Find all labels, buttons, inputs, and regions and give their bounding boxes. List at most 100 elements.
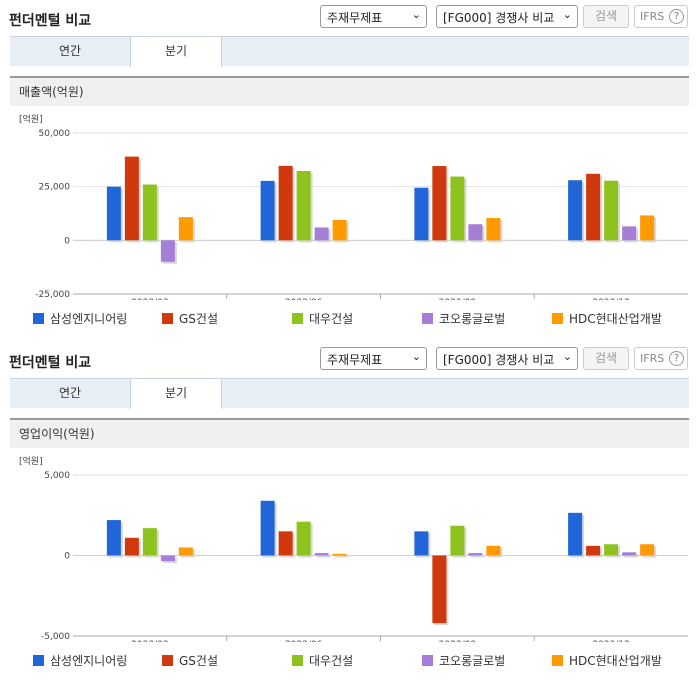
bar[interactable] bbox=[278, 165, 293, 241]
ifrs-label: IFRS bbox=[640, 10, 665, 23]
bar[interactable] bbox=[332, 553, 347, 556]
bar[interactable] bbox=[414, 187, 429, 241]
bar[interactable] bbox=[450, 176, 465, 241]
search-button[interactable]: 검색 bbox=[583, 5, 629, 28]
period-tabs: 연간 분기 bbox=[10, 36, 689, 67]
chevron-down-icon: ⌄ bbox=[411, 8, 421, 21]
bar[interactable] bbox=[486, 545, 501, 556]
legend-swatch bbox=[422, 655, 433, 666]
statement-type-select[interactable]: 주재무제표 ⌄ bbox=[320, 5, 427, 28]
panel-title: 펀더멘털 비교 bbox=[9, 13, 92, 29]
bar[interactable] bbox=[142, 528, 157, 556]
bar[interactable] bbox=[604, 180, 619, 241]
legend-label: 삼성엔지니어링 bbox=[50, 312, 128, 326]
bar[interactable] bbox=[586, 173, 601, 241]
bar[interactable] bbox=[142, 184, 157, 241]
legend-item[interactable]: 코오롱글로벌 bbox=[422, 310, 505, 327]
bar[interactable] bbox=[160, 240, 175, 262]
bar[interactable] bbox=[178, 217, 193, 241]
bar[interactable] bbox=[586, 545, 601, 556]
chart-legend: 삼성엔지니어링 GS건설 대우건설 코오롱글로벌 HDC현대산업개발 bbox=[33, 310, 683, 326]
bar[interactable] bbox=[296, 521, 311, 556]
legend-item[interactable]: 코오롱글로벌 bbox=[422, 652, 505, 669]
legend-label: HDC현대산업개발 bbox=[569, 312, 662, 326]
bar[interactable] bbox=[622, 552, 637, 556]
bar[interactable] bbox=[486, 218, 501, 241]
bar[interactable] bbox=[468, 224, 483, 241]
y-tick-label: 25,000 bbox=[39, 183, 71, 193]
tab-annual[interactable]: 연간 bbox=[58, 386, 82, 400]
legend-item[interactable]: GS건설 bbox=[162, 652, 218, 669]
bar[interactable] bbox=[432, 166, 447, 241]
section-title: 영업이익(억원) bbox=[10, 418, 689, 448]
bar[interactable] bbox=[468, 553, 483, 556]
legend-swatch bbox=[33, 313, 44, 324]
bar[interactable] bbox=[124, 537, 139, 556]
legend-item[interactable]: 대우건설 bbox=[292, 652, 353, 669]
operating-profit-chart: [억원]5,000 0 -5,000 2023/03 2023/06 2023/09 202… bbox=[19, 455, 688, 642]
section-title: 매출액(억원) bbox=[10, 76, 689, 106]
bar[interactable] bbox=[604, 544, 619, 556]
y-unit-label: [억원] bbox=[19, 455, 43, 467]
legend-item[interactable]: 삼성엔지니어링 bbox=[33, 652, 127, 669]
bar[interactable] bbox=[640, 215, 655, 241]
bar[interactable] bbox=[260, 500, 275, 556]
revenue-panel: 펀더멘털 비교 주재무제표 ⌄ [FG000] 경쟁사 비교 ⌄ 검색 IFRS… bbox=[9, 5, 689, 326]
bar-shadow bbox=[334, 555, 349, 558]
bar[interactable] bbox=[568, 512, 583, 556]
statement-type-select[interactable]: 주재무제표 ⌄ bbox=[320, 347, 427, 370]
bar[interactable] bbox=[178, 547, 193, 556]
y-tick-label: 50,000 bbox=[39, 129, 71, 139]
x-tick-label: 2023/12 bbox=[592, 640, 629, 642]
bar[interactable] bbox=[414, 531, 429, 556]
legend-item[interactable]: GS건설 bbox=[162, 310, 218, 327]
tab-quarterly[interactable]: 분기 bbox=[130, 37, 222, 67]
bar[interactable] bbox=[160, 555, 175, 562]
chart-legend: 삼성엔지니어링 GS건설 대우건설 코오롱글로벌 HDC현대산업개발 bbox=[33, 652, 683, 668]
bar[interactable] bbox=[106, 520, 121, 556]
bar[interactable] bbox=[106, 186, 121, 241]
ifrs-help-button[interactable]: IFRS ? bbox=[634, 5, 688, 28]
bar[interactable] bbox=[568, 180, 583, 241]
statement-type-value: 주재무제표 bbox=[327, 11, 383, 25]
legend-swatch bbox=[33, 655, 44, 666]
bar-shadow bbox=[316, 555, 331, 558]
bar[interactable] bbox=[260, 180, 275, 241]
legend-item[interactable]: HDC현대산업개발 bbox=[552, 310, 662, 327]
tab-quarterly[interactable]: 분기 bbox=[130, 379, 222, 409]
tab-annual[interactable]: 연간 bbox=[58, 44, 82, 58]
legend-label: 코오롱글로벌 bbox=[439, 654, 506, 668]
revenue-chart: [억원] 50,000 25,000 0 -25,000 2023/03 2023/06 20… bbox=[19, 113, 688, 300]
peer-group-value: [FG000] 경쟁사 비교 bbox=[443, 11, 555, 25]
peer-group-select[interactable]: [FG000] 경쟁사 비교 ⌄ bbox=[436, 5, 578, 28]
bar[interactable] bbox=[278, 531, 293, 556]
search-button[interactable]: 검색 bbox=[583, 347, 629, 370]
legend-swatch bbox=[552, 655, 563, 666]
legend-swatch bbox=[292, 313, 303, 324]
peer-group-select[interactable]: [FG000] 경쟁사 비교 ⌄ bbox=[436, 347, 578, 370]
bar-shadow bbox=[470, 555, 485, 558]
bar[interactable] bbox=[296, 170, 311, 241]
period-tabs: 연간 분기 bbox=[10, 378, 689, 409]
ifrs-help-button[interactable]: IFRS ? bbox=[634, 347, 688, 370]
bar[interactable] bbox=[314, 553, 329, 556]
bar[interactable] bbox=[450, 525, 465, 556]
peer-group-value: [FG000] 경쟁사 비교 bbox=[443, 353, 555, 367]
legend-label: HDC현대산업개발 bbox=[569, 654, 662, 668]
bar[interactable] bbox=[640, 544, 655, 556]
legend-swatch bbox=[552, 313, 563, 324]
panel-title: 펀더멘털 비교 bbox=[9, 355, 92, 371]
legend-item[interactable]: 삼성엔지니어링 bbox=[33, 310, 127, 327]
y-tick-label: 0 bbox=[64, 236, 70, 246]
bar[interactable] bbox=[432, 555, 447, 624]
bar[interactable] bbox=[622, 226, 637, 241]
legend-swatch bbox=[422, 313, 433, 324]
legend-swatch bbox=[162, 313, 173, 324]
legend-item[interactable]: HDC현대산업개발 bbox=[552, 652, 662, 669]
x-tick-label: 2023/03 bbox=[131, 298, 168, 300]
panel-header: 펀더멘털 비교 주재무제표 ⌄ [FG000] 경쟁사 비교 ⌄ 검색 IFRS… bbox=[0, 342, 696, 376]
bar[interactable] bbox=[314, 227, 329, 241]
bar[interactable] bbox=[124, 156, 139, 241]
legend-item[interactable]: 대우건설 bbox=[292, 310, 353, 327]
bar[interactable] bbox=[332, 219, 347, 241]
